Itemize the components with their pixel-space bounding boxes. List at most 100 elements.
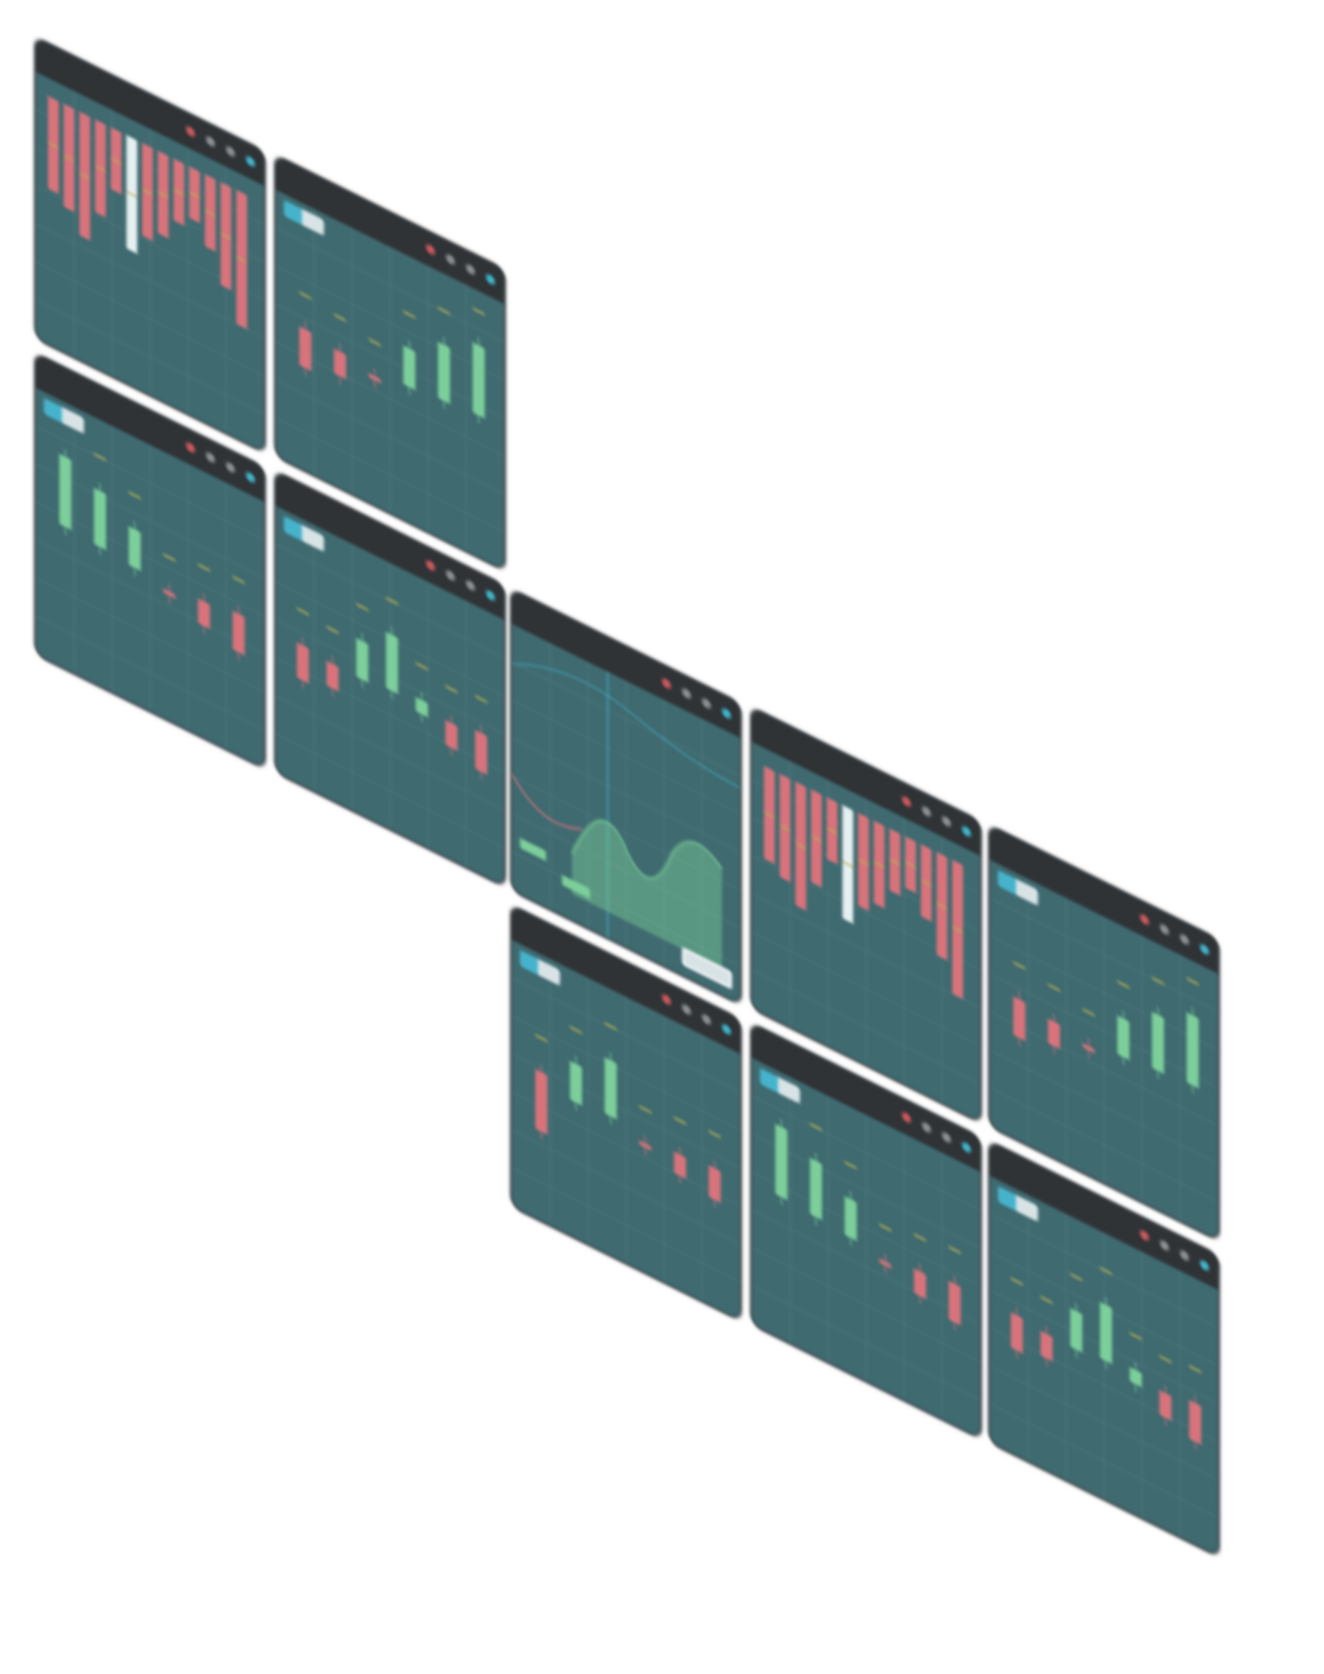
candle-marker [844, 1161, 857, 1170]
candle-body [1040, 1330, 1053, 1362]
candle-body [128, 526, 141, 571]
maximize-icon[interactable] [942, 1130, 951, 1145]
candle-marker [1129, 1332, 1142, 1341]
close-icon[interactable] [1140, 912, 1149, 927]
candle-body [535, 1069, 548, 1135]
minimize-icon[interactable] [1160, 922, 1169, 937]
green-curve [571, 820, 723, 880]
minimize-icon[interactable] [682, 686, 691, 701]
help-icon[interactable] [962, 1140, 971, 1155]
candle-marker [475, 695, 488, 704]
help-icon[interactable] [486, 588, 495, 603]
close-icon[interactable] [186, 124, 195, 139]
candle-body [1070, 1308, 1083, 1353]
candle-body [438, 341, 450, 404]
minimize-icon[interactable] [206, 134, 215, 149]
candle-marker [879, 1223, 892, 1232]
panel-plot-svg [512, 642, 740, 985]
grid-line-h [512, 851, 740, 966]
panel-plot-area [990, 860, 1218, 1240]
maximize-icon[interactable] [226, 144, 235, 159]
help-icon[interactable] [1200, 1258, 1209, 1273]
close-icon[interactable] [426, 242, 435, 257]
grid-line-h [36, 425, 264, 540]
grid-line-h [512, 737, 740, 852]
help-icon[interactable] [722, 1022, 731, 1037]
green-bar [562, 874, 590, 899]
candle-marker [674, 1116, 686, 1125]
maximize-icon[interactable] [702, 696, 711, 711]
help-icon[interactable] [486, 272, 495, 287]
waterfall-marker [795, 842, 807, 850]
grid-line-h [752, 1285, 980, 1400]
grid-line-h [512, 813, 740, 928]
grid-line-h [512, 699, 740, 814]
maximize-icon[interactable] [226, 460, 235, 475]
waterfall-marker [236, 256, 247, 263]
candle-marker [639, 1105, 652, 1114]
close-icon[interactable] [662, 676, 671, 691]
candle-marker [386, 596, 398, 605]
maximize-icon[interactable] [466, 262, 475, 277]
grid-line-h [276, 341, 504, 456]
close-icon[interactable] [902, 1110, 911, 1125]
grid-line-h [276, 733, 504, 848]
grid-line-h [276, 695, 504, 810]
candle-body [844, 1196, 857, 1241]
minimize-icon[interactable] [206, 450, 215, 465]
candle-marker [1048, 983, 1060, 992]
candle-body [326, 660, 339, 692]
minimize-icon[interactable] [446, 568, 455, 583]
minimize-icon[interactable] [922, 804, 931, 819]
candle-body [472, 342, 485, 419]
grid-line-h [276, 265, 504, 380]
grid-line-h [276, 657, 504, 772]
close-icon[interactable] [186, 440, 195, 455]
panel-plot-area [512, 940, 740, 1320]
candle-marker [1070, 1273, 1083, 1282]
candle-body [368, 373, 381, 384]
maximize-icon[interactable] [1180, 1248, 1189, 1263]
grid-line-h [752, 1171, 980, 1286]
help-icon[interactable] [246, 154, 255, 169]
grid-line-h [36, 261, 264, 376]
close-icon[interactable] [1140, 1228, 1149, 1243]
candle-body [914, 1268, 926, 1299]
candle-marker [1040, 1295, 1053, 1304]
grid-line-h [512, 661, 740, 776]
minimize-icon[interactable] [682, 1002, 691, 1017]
help-icon[interactable] [722, 706, 731, 721]
minimize-icon[interactable] [446, 252, 455, 267]
waterfall-marker [173, 188, 185, 196]
candle-body [1013, 996, 1026, 1041]
candle-body [674, 1151, 686, 1179]
help-icon[interactable] [246, 470, 255, 485]
cyan-curve [512, 663, 740, 789]
close-icon[interactable] [662, 992, 671, 1007]
grid-line-h [752, 1209, 980, 1324]
minimize-icon[interactable] [1160, 1238, 1169, 1253]
waterfall-marker [142, 188, 153, 196]
candle-body [810, 1158, 822, 1221]
waterfall-marker [110, 157, 122, 165]
panel-candles-bottom-right [990, 1142, 1218, 1556]
candle-body [386, 631, 398, 694]
maximize-icon[interactable] [702, 1012, 711, 1027]
panel-plot-svg [276, 208, 504, 551]
maximize-icon[interactable] [466, 578, 475, 593]
help-icon[interactable] [962, 824, 971, 839]
candle-marker [128, 491, 141, 500]
waterfall-marker [905, 861, 916, 869]
grid-line-h [752, 1095, 980, 1210]
close-icon[interactable] [902, 794, 911, 809]
candle-body [445, 720, 458, 751]
candle-marker [299, 291, 312, 300]
maximize-icon[interactable] [1180, 932, 1189, 947]
candle-body [299, 326, 312, 371]
maximize-icon[interactable] [942, 814, 951, 829]
waterfall-marker [858, 858, 869, 866]
close-icon[interactable] [426, 558, 435, 573]
minimize-icon[interactable] [922, 1120, 931, 1135]
candle-marker [415, 662, 428, 671]
help-icon[interactable] [1200, 942, 1209, 957]
